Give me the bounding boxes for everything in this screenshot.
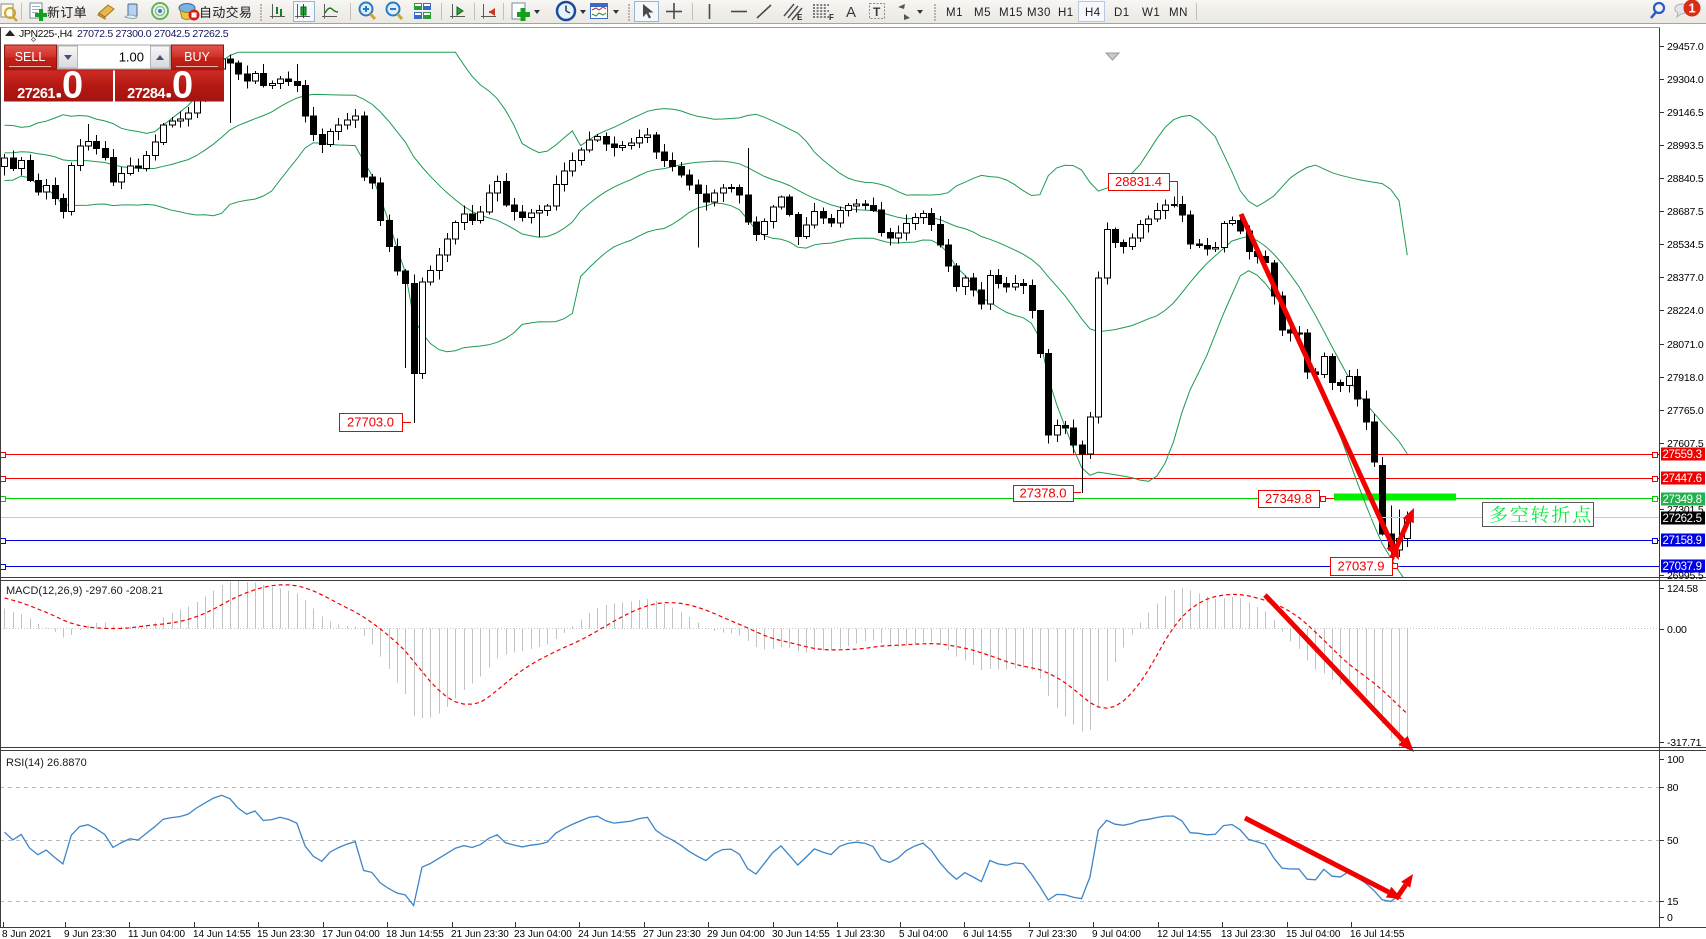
svg-text:27349.8: 27349.8 bbox=[1265, 491, 1312, 506]
svg-text:12 Jul 14:55: 12 Jul 14:55 bbox=[1157, 929, 1212, 939]
svg-text:28224.0: 28224.0 bbox=[1667, 305, 1704, 317]
svg-text:29146.5: 29146.5 bbox=[1667, 107, 1704, 119]
svg-text:27447.6: 27447.6 bbox=[1663, 473, 1702, 485]
svg-text:27765.0: 27765.0 bbox=[1667, 405, 1704, 417]
svg-text:BUY: BUY bbox=[184, 50, 210, 64]
svg-text:5 Jul 04:00: 5 Jul 04:00 bbox=[899, 929, 948, 939]
svg-text:0: 0 bbox=[62, 65, 83, 107]
svg-text:15: 15 bbox=[1667, 896, 1679, 908]
svg-text:28534.5: 28534.5 bbox=[1667, 239, 1704, 251]
svg-text:M30: M30 bbox=[1027, 7, 1051, 19]
svg-text:13 Jul 23:30: 13 Jul 23:30 bbox=[1221, 929, 1276, 939]
svg-text:28840.5: 28840.5 bbox=[1667, 173, 1704, 185]
svg-text:7 Jul 23:30: 7 Jul 23:30 bbox=[1028, 929, 1077, 939]
svg-text:27262.5: 27262.5 bbox=[1663, 513, 1702, 525]
svg-text:9 Jul 04:00: 9 Jul 04:00 bbox=[1092, 929, 1141, 939]
svg-text:M5: M5 bbox=[974, 7, 991, 19]
svg-text:27703.0: 27703.0 bbox=[347, 415, 394, 430]
svg-text:29304.0: 29304.0 bbox=[1667, 74, 1704, 86]
svg-text:100: 100 bbox=[1667, 754, 1684, 766]
svg-text:11 Jun 04:00: 11 Jun 04:00 bbox=[128, 929, 186, 939]
svg-text:E: E bbox=[797, 13, 803, 22]
svg-text:23 Jun 04:00: 23 Jun 04:00 bbox=[514, 929, 572, 939]
svg-text:H1: H1 bbox=[1058, 7, 1074, 19]
svg-text:27918.0: 27918.0 bbox=[1667, 372, 1704, 384]
svg-text:0: 0 bbox=[172, 65, 193, 107]
svg-text:30 Jun 14:55: 30 Jun 14:55 bbox=[772, 929, 830, 939]
svg-text:27261: 27261 bbox=[17, 86, 55, 102]
svg-text:8 Jun 2021: 8 Jun 2021 bbox=[2, 929, 52, 939]
svg-text:18 Jun 14:55: 18 Jun 14:55 bbox=[386, 929, 444, 939]
svg-text:D1: D1 bbox=[1114, 7, 1130, 19]
svg-text:0: 0 bbox=[1667, 912, 1673, 924]
svg-text:1.00: 1.00 bbox=[119, 50, 144, 65]
svg-text:M1: M1 bbox=[946, 7, 963, 19]
svg-text:F: F bbox=[829, 13, 834, 22]
svg-text:17 Jun 04:00: 17 Jun 04:00 bbox=[322, 929, 380, 939]
svg-text:M15: M15 bbox=[999, 7, 1023, 19]
svg-text:50: 50 bbox=[1667, 835, 1679, 847]
svg-text:27158.9: 27158.9 bbox=[1663, 535, 1702, 547]
svg-text:A: A bbox=[846, 4, 856, 21]
svg-text:28831.4: 28831.4 bbox=[1115, 174, 1162, 189]
svg-text:28071.0: 28071.0 bbox=[1667, 339, 1704, 351]
svg-text:W1: W1 bbox=[1142, 7, 1160, 19]
svg-text:21 Jun 23:30: 21 Jun 23:30 bbox=[451, 929, 509, 939]
svg-text:27349.8: 27349.8 bbox=[1663, 494, 1702, 506]
svg-text:80: 80 bbox=[1667, 782, 1679, 794]
svg-text:24 Jun 14:55: 24 Jun 14:55 bbox=[578, 929, 636, 939]
svg-text:124.58: 124.58 bbox=[1667, 583, 1698, 595]
svg-text:27607.5: 27607.5 bbox=[1667, 438, 1704, 450]
svg-text:1 Jul 23:30: 1 Jul 23:30 bbox=[836, 929, 885, 939]
svg-text:15 Jul 04:00: 15 Jul 04:00 bbox=[1286, 929, 1341, 939]
svg-text:27559.3: 27559.3 bbox=[1663, 449, 1702, 461]
svg-text:29 Jun 04:00: 29 Jun 04:00 bbox=[707, 929, 765, 939]
svg-text:16 Jul 14:55: 16 Jul 14:55 bbox=[1350, 929, 1405, 939]
svg-text:27284: 27284 bbox=[127, 86, 165, 102]
svg-text:1: 1 bbox=[1688, 1, 1695, 16]
svg-text:9 Jun 23:30: 9 Jun 23:30 bbox=[64, 929, 117, 939]
svg-text:SELL: SELL bbox=[15, 50, 46, 64]
svg-text:14 Jun 14:55: 14 Jun 14:55 bbox=[193, 929, 251, 939]
svg-text:0.00: 0.00 bbox=[1667, 624, 1687, 636]
svg-text:28687.5: 28687.5 bbox=[1667, 206, 1704, 218]
svg-text:27037.9: 27037.9 bbox=[1663, 561, 1702, 573]
svg-text:-317.71: -317.71 bbox=[1667, 737, 1702, 749]
svg-text:26995.5: 26995.5 bbox=[1667, 570, 1704, 582]
svg-text:29457.0: 29457.0 bbox=[1667, 41, 1704, 53]
svg-text:28377.0: 28377.0 bbox=[1667, 272, 1704, 284]
svg-text:27037.9: 27037.9 bbox=[1338, 559, 1385, 574]
svg-text:H4: H4 bbox=[1085, 7, 1101, 19]
svg-text:MACD(12,26,9) -297.60 -208.21: MACD(12,26,9) -297.60 -208.21 bbox=[6, 585, 163, 597]
svg-text:JPN225-,H4: JPN225-,H4 bbox=[19, 28, 73, 40]
svg-text:15 Jun 23:30: 15 Jun 23:30 bbox=[257, 929, 315, 939]
svg-text:MN: MN bbox=[1169, 7, 1188, 19]
svg-text:27378.0: 27378.0 bbox=[1020, 486, 1067, 501]
svg-text:T: T bbox=[873, 5, 881, 19]
svg-text:27 Jun 23:30: 27 Jun 23:30 bbox=[643, 929, 701, 939]
svg-text:RSI(14) 26.8870: RSI(14) 26.8870 bbox=[6, 757, 87, 769]
svg-text:6 Jul 14:55: 6 Jul 14:55 bbox=[963, 929, 1012, 939]
svg-text:27072.5 27300.0 27042.5 27262.: 27072.5 27300.0 27042.5 27262.5 bbox=[77, 28, 229, 40]
svg-text:28993.5: 28993.5 bbox=[1667, 140, 1704, 152]
